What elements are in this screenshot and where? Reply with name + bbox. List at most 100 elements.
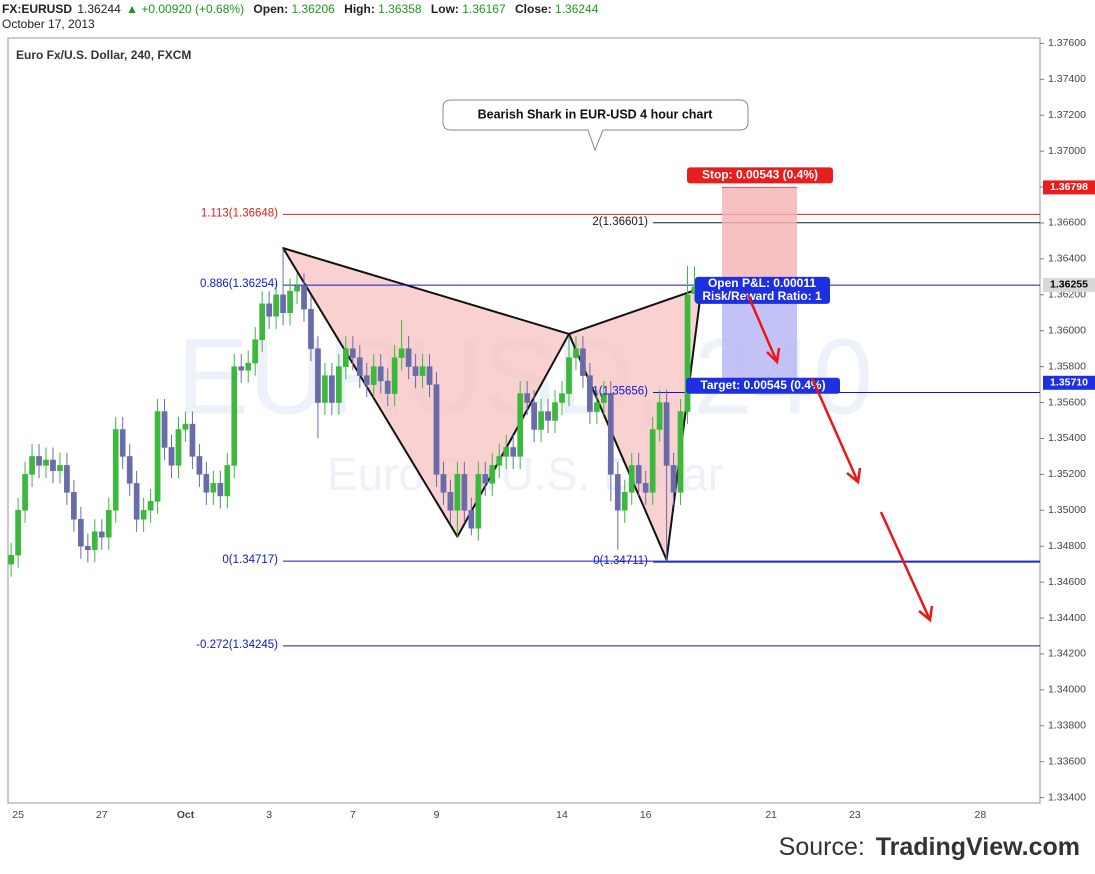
y-tick-label: 1.37000 — [1048, 145, 1086, 157]
arrow — [810, 377, 862, 485]
change-arrow: ▲ — [126, 2, 138, 16]
candle-body — [210, 483, 217, 493]
candle-body — [510, 447, 517, 457]
candle-body — [105, 510, 112, 538]
arrows — [746, 294, 934, 623]
candle-body — [140, 510, 147, 520]
candle-body — [496, 456, 503, 466]
candle-body — [36, 456, 42, 466]
fib-label: 1(1.35656) — [592, 386, 648, 398]
candle-body — [663, 402, 670, 466]
y-tick-label: 1.34200 — [1048, 648, 1086, 660]
candle-body — [119, 429, 126, 457]
candle-body — [252, 339, 259, 364]
y-tick-label: 1.35400 — [1048, 432, 1086, 444]
candle-body — [287, 290, 293, 314]
field-value: 1.36206 — [291, 2, 335, 16]
candle-body — [580, 348, 586, 376]
candle-body — [447, 492, 454, 511]
candle-body — [182, 423, 189, 430]
field-value: 1.36244 — [555, 2, 599, 16]
candle-body — [147, 501, 154, 511]
y-tick-label: 1.37600 — [1048, 37, 1086, 49]
drawing-layer — [282, 186, 1040, 647]
callout: Bearish Shark in EUR-USD 4 hour chart — [442, 99, 749, 152]
pnl-label: Open P&L: 0.00011 — [708, 276, 816, 290]
candle-body — [71, 492, 77, 520]
price-label: 1.35710 — [1050, 377, 1088, 389]
x-tick-label: 25 — [12, 809, 24, 821]
candle-body — [273, 294, 279, 317]
price-label-box — [1043, 277, 1095, 292]
candle-body — [538, 411, 544, 430]
candle-body — [419, 366, 426, 376]
candle-body — [22, 474, 28, 511]
candle-body — [259, 303, 266, 340]
candle-body — [50, 459, 56, 472]
y-tick-label: 1.37400 — [1048, 73, 1086, 85]
change: +0.00920 (+0.68%) — [141, 2, 244, 16]
y-tick-label: 1.35800 — [1048, 360, 1086, 372]
candle-body — [440, 474, 447, 493]
candle-body — [670, 465, 677, 493]
candle-body — [161, 411, 168, 448]
candle-body — [336, 366, 342, 403]
price-label-box — [1043, 375, 1095, 390]
header-line: FX:EURUSD 1.36244 ▲ +0.00920 (+0.68%) Op… — [2, 2, 599, 16]
x-tick-label: Oct — [177, 809, 195, 821]
candle-body — [98, 531, 105, 538]
arrow — [746, 294, 781, 365]
x-tick-label: 23 — [849, 809, 861, 821]
candle-body — [517, 393, 524, 457]
field-label: Close: — [515, 2, 552, 16]
field-value: 1.36358 — [378, 2, 422, 16]
candle-body — [600, 393, 607, 403]
fib-label: -0.272(1.34245) — [196, 639, 278, 651]
candle-body — [301, 285, 307, 310]
field-value: 1.36167 — [462, 2, 506, 16]
target-label-box — [686, 377, 840, 394]
candle-body — [524, 393, 530, 403]
field-label: Open: — [253, 2, 288, 16]
candle-body — [91, 531, 98, 551]
candle-body — [391, 357, 398, 394]
candle-body — [280, 294, 286, 314]
candle-body — [566, 357, 572, 394]
y-tick-label: 1.37200 — [1048, 109, 1086, 121]
candle-body — [405, 348, 412, 367]
x-tick-label: 16 — [640, 809, 652, 821]
x-tick-label: 28 — [975, 809, 987, 821]
y-tick-label: 1.36400 — [1048, 253, 1086, 265]
price-label: 1.36798 — [1050, 181, 1088, 193]
fib-label: 1.113(1.36648) — [201, 207, 278, 219]
last-price: 1.36244 — [77, 2, 121, 16]
candle-body — [84, 545, 91, 551]
candle-body — [294, 285, 300, 292]
candle-body — [642, 483, 649, 493]
candle-body — [238, 366, 245, 371]
candle-body — [266, 303, 272, 317]
candle-body — [29, 456, 35, 475]
x-tick-label: 21 — [765, 809, 777, 821]
candle-body — [489, 465, 496, 484]
candle-body — [217, 483, 224, 497]
y-tick-label: 1.36000 — [1048, 324, 1086, 336]
candle-body — [607, 393, 614, 475]
candle-body — [482, 474, 489, 484]
candle-body — [426, 366, 433, 385]
ratio-label: Risk/Reward Ratio: 1 — [702, 289, 822, 303]
fib-label: 2(1.36601) — [592, 216, 648, 228]
fib-label: 0.886(1.36254) — [200, 278, 278, 290]
fib-label: 0(1.34711) — [593, 555, 648, 567]
annotation: Bearish Shark in EUR-USD 4 hour chart — [478, 107, 714, 121]
candle-body — [64, 465, 70, 493]
candle-body — [8, 554, 14, 565]
field-label: Low: — [431, 2, 459, 16]
y-tick-label: 1.35000 — [1048, 504, 1086, 516]
arrow — [879, 511, 934, 623]
stop-label: Stop: 0.00543 (0.4%) — [702, 168, 818, 182]
candle-body — [78, 519, 84, 547]
candle-body — [614, 474, 621, 511]
candle-body — [503, 447, 510, 457]
